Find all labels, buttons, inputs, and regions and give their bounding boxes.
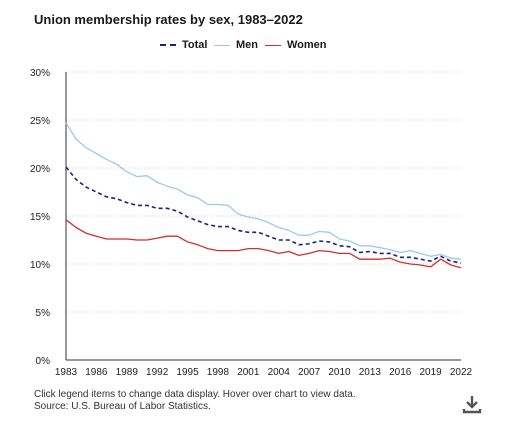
chart-legend: Total Men Women (0, 39, 505, 55)
y-tick-label: 5% (36, 308, 51, 319)
x-tick-label: 2016 (389, 367, 412, 378)
chart-instructions: Click legend items to change data displa… (34, 389, 356, 400)
x-tick-label: 2010 (328, 367, 351, 378)
x-tick-label: 1995 (176, 367, 199, 378)
chart-notes: Click legend items to change data displa… (34, 389, 356, 413)
series-line-women[interactable] (65, 219, 462, 269)
y-tick-label: 25% (30, 116, 50, 127)
axis-layer: 0% 5% 10% 15% 20% 25% 30% 1983 1986 1989 1992 1995 1… (30, 68, 473, 378)
legend-swatch-total (160, 44, 176, 46)
y-tick-label: 20% (30, 164, 50, 175)
series-line-total[interactable] (65, 166, 462, 264)
series-layer (65, 122, 462, 269)
x-tick-label: 1992 (146, 367, 169, 378)
x-tick-label: 1986 (85, 367, 108, 378)
x-tick-label: 1998 (207, 367, 230, 378)
y-tick-label: 10% (30, 260, 50, 271)
x-tick-label: 1983 (55, 367, 78, 378)
chart-source: Source: U.S. Bureau of Labor Statistics. (34, 401, 211, 412)
legend-swatch-men (214, 44, 230, 46)
legend-item-total[interactable]: Total (160, 39, 207, 51)
download-button[interactable] (461, 394, 483, 414)
x-tick-label: 2007 (298, 367, 321, 378)
y-tick-label: 15% (30, 212, 50, 223)
x-tick-label: 2004 (268, 367, 291, 378)
legend-label-women: Women (287, 39, 327, 51)
grid-layer (66, 71, 461, 313)
y-tick-label: 0% (36, 356, 51, 367)
x-tick-label: 2019 (419, 367, 442, 378)
legend-label-men: Men (236, 39, 258, 51)
x-tick-label: 1989 (116, 367, 139, 378)
y-tick-label: 30% (30, 68, 50, 79)
chart-title: Union membership rates by sex, 1983–2022 (34, 12, 303, 27)
legend-item-men[interactable]: Men (214, 39, 258, 51)
series-line-men[interactable] (65, 122, 462, 260)
x-tick-label: 2022 (450, 367, 473, 378)
download-icon (462, 396, 482, 414)
legend-swatch-women (265, 44, 281, 46)
legend-item-women[interactable]: Women (265, 39, 327, 51)
x-tick-label: 2013 (359, 367, 382, 378)
legend-label-total: Total (182, 39, 208, 51)
x-tick-label: 2001 (237, 367, 260, 378)
chart-plot[interactable]: 0% 5% 10% 15% 20% 25% 30% 1983 1986 1989 1992 1995 1… (0, 0, 505, 380)
